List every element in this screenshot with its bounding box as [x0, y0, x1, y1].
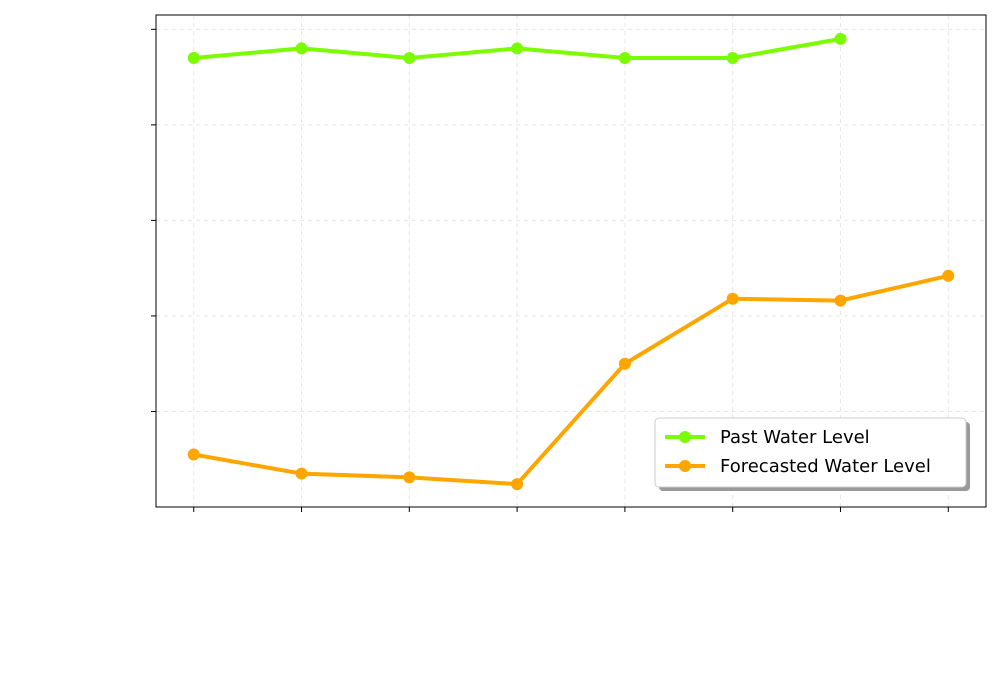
- plot-frame: [155, 14, 987, 508]
- legend-marker-past: [679, 431, 691, 443]
- forecasted-water-level-line: [191, 273, 951, 487]
- legend-label-past: Past Water Level: [720, 427, 870, 448]
- forecasted-water-level-point: [403, 471, 416, 484]
- forecasted-water-level-point: [187, 448, 200, 461]
- past-water-level-point: [726, 51, 739, 64]
- legend-marker-forecast: [679, 460, 691, 472]
- series-layer: [187, 32, 955, 491]
- forecasted-water-level-point: [618, 357, 631, 370]
- axis-ticks: [151, 28, 949, 512]
- forecasted-water-level-point: [511, 478, 524, 491]
- legend: Past Water Level Forecasted Water Level: [654, 417, 970, 491]
- past-water-level-point: [618, 51, 631, 64]
- forecasted-water-level-point: [942, 269, 955, 282]
- past-water-level-point: [295, 42, 308, 55]
- past-water-level-point: [511, 42, 524, 55]
- past-water-level-point: [187, 51, 200, 64]
- forecasted-water-level-point: [726, 292, 739, 305]
- forecasted-water-level-point: [295, 467, 308, 480]
- forecasted-water-level-point: [834, 294, 847, 307]
- legend-label-forecast: Forecasted Water Level: [720, 456, 931, 477]
- past-water-level-point: [403, 51, 416, 64]
- past-water-level-point: [834, 32, 847, 45]
